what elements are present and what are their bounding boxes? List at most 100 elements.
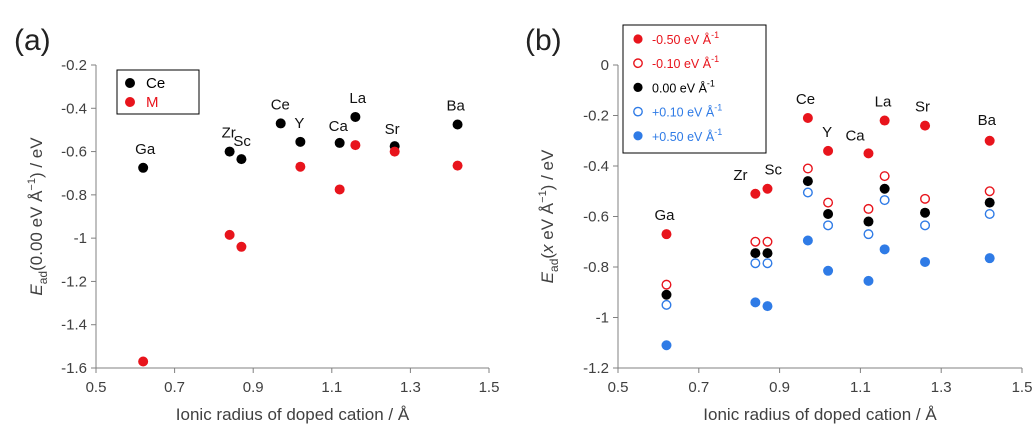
point-annotation: La (349, 90, 366, 107)
data-point (236, 241, 247, 252)
point-annotation: Ga (135, 141, 156, 158)
legend-label: M (146, 94, 159, 111)
x-tick-label: 0.7 (688, 379, 709, 396)
legend-label: -0.50 eV Å-1 (652, 30, 719, 47)
point-annotation: Ba (978, 112, 997, 129)
data-point (920, 193, 931, 204)
data-point (661, 289, 672, 300)
data-point (762, 236, 773, 247)
x-tick-label: 1.1 (850, 379, 871, 396)
x-axis-label: Ionic radius of doped cation / Å (176, 405, 410, 424)
y-tick-label: -1.2 (61, 273, 87, 290)
data-point (661, 299, 672, 310)
legend: -0.50 eV Å-1 -0.10 eV Å-1 0.00 eV Å-1 +0.10… (622, 24, 767, 154)
series-3 (661, 187, 995, 310)
y-tick-label: -1 (74, 230, 87, 247)
data-point (863, 275, 874, 286)
data-point (661, 279, 672, 290)
data-point (661, 229, 672, 240)
legend-marker (633, 34, 643, 44)
data-point (823, 220, 834, 231)
legend-label: +0.50 eV Å-1 (652, 127, 722, 144)
legend-marker (125, 78, 135, 88)
y-tick-label: -0.4 (583, 158, 609, 175)
y-tick-label: -0.2 (61, 57, 87, 74)
data-point (802, 176, 813, 187)
data-point (750, 258, 761, 269)
y-tick-label: -1.2 (583, 360, 609, 377)
point-annotation: Ba (447, 98, 466, 115)
panel-b: (b)0.5 0.7 0.9 1.1 1.3 1.5-1.2-1-0.8-0.6-0.4-… (525, 24, 1032, 424)
y-tick-label: -1 (596, 310, 609, 327)
data-point (295, 136, 306, 147)
series-2 (661, 176, 995, 300)
data-point (879, 195, 890, 206)
data-point (823, 265, 834, 276)
data-point (334, 137, 345, 148)
x-tick-label: 0.5 (608, 379, 629, 396)
y-tick-label: -0.2 (583, 108, 609, 125)
data-point (823, 208, 834, 219)
data-point (762, 258, 773, 269)
y-tick-label: -1.6 (61, 360, 87, 377)
x-tick-label: 0.5 (86, 379, 107, 396)
point-annotation: Ca (845, 127, 865, 144)
legend-box (622, 24, 767, 154)
data-point (879, 171, 890, 182)
y-tick-label: -0.6 (61, 144, 87, 161)
x-tick-label: 0.9 (769, 379, 790, 396)
x-axis-label: Ionic radius of doped cation / Å (703, 405, 937, 424)
y-tick-label: -0.4 (61, 100, 87, 117)
panel-label: (b) (525, 24, 562, 57)
series-1 (661, 163, 995, 290)
point-annotation: Sr (385, 121, 400, 138)
data-point (863, 216, 874, 227)
point-annotation: Ga (654, 207, 675, 224)
x-tick-label: 1.5 (479, 379, 500, 396)
data-point (224, 229, 235, 240)
legend-marker (633, 58, 643, 69)
point-annotation: Ce (271, 96, 290, 113)
data-point (762, 248, 773, 259)
data-point (452, 119, 463, 130)
data-point (879, 244, 890, 255)
data-point (920, 120, 931, 131)
data-point (863, 203, 874, 214)
panel-a: (a) 0.5 0.7 0.9 1.1 1.3 1.5 -1.6 -1.4 -1.2 -1 -0.8 -… (14, 24, 499, 424)
point-annotation: Zr (733, 167, 747, 184)
data-point (762, 183, 773, 194)
legend-marker (633, 106, 643, 117)
legend-marker (125, 97, 135, 107)
data-point (920, 207, 931, 218)
x-tick-label: 1.3 (400, 379, 421, 396)
data-point (661, 340, 672, 351)
y-axis-label: Ead(x eV Å−1) / eV (537, 149, 561, 283)
series-1 (138, 140, 463, 367)
data-point (984, 186, 995, 197)
data-point (802, 113, 813, 124)
data-point (863, 148, 874, 159)
x-tick-label: 1.5 (1012, 379, 1033, 396)
data-point (762, 301, 773, 312)
data-point (224, 146, 235, 157)
data-point (823, 197, 834, 208)
legend-label: +0.10 eV Å-1 (652, 103, 722, 120)
y-axis-label: Ead(0.00 eV Å−1) / eV (26, 137, 50, 296)
data-point (984, 197, 995, 208)
data-point (750, 236, 761, 247)
legend-label: 0.00 eV Å-1 (652, 78, 715, 95)
y-tick-label: 0 (601, 57, 609, 74)
data-point (334, 184, 345, 195)
point-annotation: Ce (796, 91, 815, 108)
point-annotation: La (875, 94, 892, 111)
series-4 (661, 235, 995, 351)
point-annotation: Y (822, 124, 832, 141)
y-tick-label: -0.6 (583, 209, 609, 226)
legend-marker (633, 131, 643, 141)
data-point (802, 235, 813, 246)
series-0 (661, 113, 995, 240)
data-point (750, 188, 761, 199)
legend-marker (633, 82, 643, 92)
data-point (920, 256, 931, 267)
